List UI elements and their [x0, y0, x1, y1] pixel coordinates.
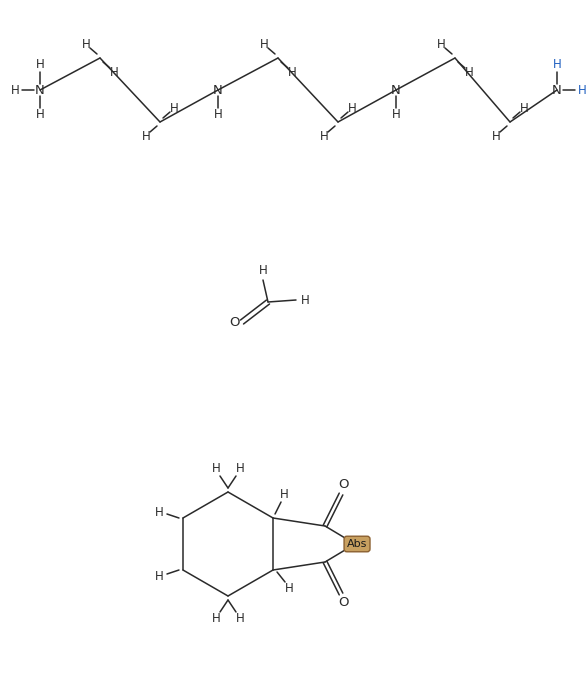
Text: H: H [235, 462, 244, 475]
Text: H: H [212, 612, 220, 625]
Text: H: H [465, 66, 473, 79]
Text: Abs: Abs [347, 539, 367, 549]
Text: H: H [235, 612, 244, 625]
Text: N: N [552, 83, 562, 96]
Text: H: H [259, 265, 267, 278]
Text: H: H [492, 129, 500, 142]
Text: H: H [170, 101, 178, 114]
Text: N: N [35, 83, 45, 96]
Text: O: O [338, 479, 348, 492]
Text: O: O [338, 596, 348, 609]
Text: H: H [212, 462, 220, 475]
Text: H: H [288, 66, 296, 79]
Text: H: H [259, 38, 268, 51]
Text: H: H [82, 38, 90, 51]
Text: H: H [348, 101, 356, 114]
Text: H: H [437, 38, 446, 51]
Text: H: H [154, 505, 163, 518]
Text: H: H [36, 109, 45, 122]
Text: H: H [552, 59, 561, 72]
Text: H: H [519, 101, 528, 114]
Text: H: H [320, 129, 328, 142]
Text: H: H [392, 109, 400, 122]
Text: H: H [285, 581, 294, 594]
Text: O: O [229, 315, 239, 328]
Text: H: H [301, 293, 309, 306]
Text: N: N [213, 83, 223, 96]
Text: H: H [11, 83, 19, 96]
Text: H: H [36, 59, 45, 72]
Text: H: H [141, 129, 150, 142]
Text: N: N [391, 83, 401, 96]
Text: H: H [578, 83, 586, 96]
Text: H: H [279, 488, 288, 501]
Text: H: H [214, 109, 222, 122]
Text: H: H [110, 66, 119, 79]
Text: H: H [154, 570, 163, 583]
